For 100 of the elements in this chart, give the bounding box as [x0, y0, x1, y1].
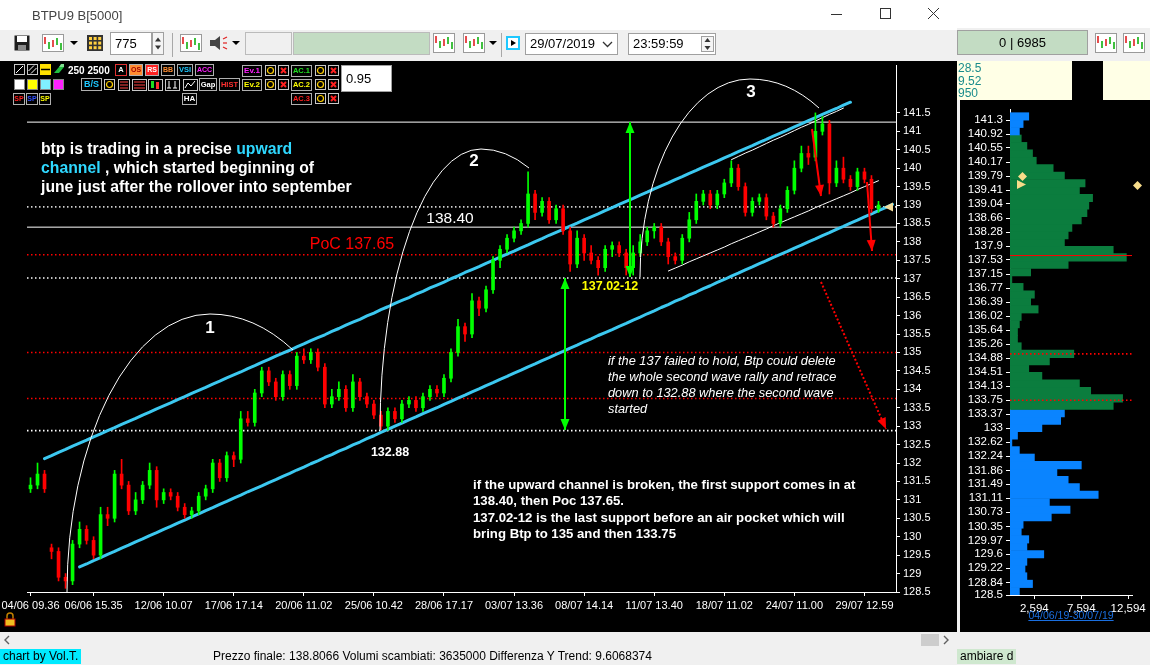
annotation: , which started beginning of	[104, 159, 315, 176]
y-tick-label: 138	[903, 234, 922, 247]
y-tick-label: 139.41	[967, 183, 1003, 196]
annotation: Ev.2	[242, 79, 262, 91]
y-tick-label: 141	[903, 124, 922, 137]
y-tick-label: 129.5	[903, 548, 931, 561]
annotation: HA	[182, 93, 197, 105]
y-tick-label: 139.79	[967, 169, 1003, 182]
annotation: if the 137 failed to hold, Btp could delete the whole second wave rally and retrace down to 132.88 where the second wave started	[608, 353, 838, 418]
y-tick-label: 131.86	[967, 463, 1003, 476]
y-tick-label: 132.62	[967, 435, 1003, 448]
text: chart by Vol.T.	[0, 649, 82, 664]
y-tick-label: 133.5	[903, 400, 931, 413]
y-tick-label: 137.15	[967, 267, 1003, 280]
y-tick-label: 132.24	[967, 449, 1004, 462]
y-tick-label: 134.13	[967, 379, 1003, 392]
y-tick-label: 135.5	[903, 327, 931, 340]
input-field: 775	[110, 32, 152, 55]
y-tick-label: 131.11	[968, 491, 1003, 504]
y-tick-label: 137	[903, 271, 922, 284]
ref-line-label: 137.02-12	[581, 278, 639, 293]
y-tick-label: 130.73	[967, 505, 1003, 518]
y-tick-label: 130.35	[967, 519, 1003, 532]
chart-title: BTPU9 B[5000]	[32, 8, 123, 23]
y-tick-label: 129.97	[967, 533, 1003, 546]
y-tick-label: 140.5	[903, 142, 931, 155]
y-tick-label: 129.6	[974, 547, 1003, 560]
y-tick-label: 137.5	[903, 253, 931, 266]
x-tick-label: 08/07 14.14	[555, 598, 614, 611]
y-tick-label: 129	[903, 566, 922, 579]
y-tick-label: 130	[903, 529, 922, 542]
y-tick-label: 129.22	[967, 561, 1003, 574]
y-tick-label: 134	[903, 382, 922, 395]
y-tick-label: 139	[903, 198, 922, 211]
x-tick-label: 11/07 13.40	[625, 598, 683, 611]
text: Prezzo finale: 138.8066 Volumi scambiati: 3635000 Differenza Y Trend: 9.6068374	[212, 649, 653, 664]
annotation: 0.95	[346, 70, 372, 86]
annotation: Ev.1	[242, 65, 262, 77]
text: 28.5	[958, 61, 982, 75]
y-tick-label: 128.84	[967, 575, 1004, 588]
y-tick-label: 136.77	[967, 281, 1003, 294]
y-tick-label: 134.51	[967, 365, 1003, 378]
annotation: 2	[469, 150, 479, 170]
y-tick-label: 138.5	[903, 216, 931, 229]
y-tick-label: 133	[983, 421, 1003, 434]
y-tick-label: 140.17	[967, 155, 1003, 168]
y-tick-label: 139.5	[903, 179, 931, 192]
x-tick-label: 17/06 17.14	[204, 598, 263, 611]
x-tick-label: 03/07 13.36	[485, 598, 544, 611]
text: 950	[958, 86, 979, 100]
x-tick-label: 04/06 09.36	[1, 598, 60, 611]
x-tick-label: 28/06 17.17	[414, 598, 474, 611]
y-tick-label: 132	[903, 456, 922, 469]
x-tick-label: 29/07 12.59	[835, 598, 894, 611]
y-tick-label: 133.75	[967, 393, 1003, 406]
y-tick-label: 140.92	[967, 127, 1003, 140]
x-tick-label: 12/06 10.07	[134, 598, 193, 611]
ref-line-label: 138.40	[426, 209, 474, 227]
annotation: june just after the rollover into september	[41, 178, 352, 195]
input-field: 0 | 6985	[957, 30, 1088, 55]
input-field: 23:59:59	[628, 33, 716, 55]
y-tick-label: 133	[903, 419, 922, 432]
y-tick-label: 140.55	[967, 141, 1003, 154]
input-field: 29/07/2019	[525, 33, 618, 55]
x-tick-label: 18/07 11.02	[695, 598, 753, 611]
y-tick-label: 141.3	[974, 113, 1003, 126]
y-tick-label: 132.5	[903, 437, 931, 450]
y-tick-label: 136	[903, 308, 922, 321]
annotation: channel	[41, 159, 101, 176]
y-tick-label: 141.5	[903, 105, 931, 118]
y-tick-label: 137.53	[967, 253, 1003, 266]
y-tick-label: 135.26	[967, 337, 1003, 350]
x-tick-label: 24/07 11.00	[765, 598, 824, 611]
annotation: 3	[746, 81, 756, 101]
y-tick-label: 138.66	[967, 211, 1003, 224]
y-tick-label: 137.9	[974, 239, 1003, 252]
annotation: 250 2500	[68, 65, 110, 76]
annotation: 1	[205, 317, 215, 337]
y-tick-label: 131	[903, 492, 922, 505]
ref-line-label: PoC 137.65	[309, 234, 395, 252]
y-tick-label: 136.5	[903, 290, 931, 303]
y-tick-label: 136.02	[967, 309, 1003, 322]
annotation: upward	[236, 140, 293, 157]
text: ambiare d	[957, 649, 1017, 664]
x-tick-label: 06/06 15.35	[64, 598, 123, 611]
y-tick-label: 135.64	[967, 323, 1004, 336]
annotation: B/S	[81, 78, 102, 91]
y-tick-label: 128.5	[903, 585, 931, 598]
y-tick-label: 138.28	[967, 225, 1003, 238]
y-tick-label: 135	[903, 345, 922, 358]
x-tick-label: 20/06 11.02	[275, 598, 333, 611]
y-tick-label: 134.5	[903, 363, 931, 376]
annotation: 137.02-12 is the last support before an air pocket which will bring Btp to 135 and then 133.75	[473, 509, 846, 543]
annotation: if the upward channel is broken, the first support comes in at 138.40, then Poc 137.65.	[473, 477, 857, 510]
y-tick-label: 134.88	[967, 351, 1003, 364]
x-tick-label: 25/06 10.42	[344, 598, 403, 611]
y-tick-label: 130.5	[903, 511, 931, 524]
input-field: 0.95	[341, 65, 392, 92]
text: 9.52	[958, 73, 982, 88]
y-tick-label: 136.39	[967, 295, 1003, 308]
